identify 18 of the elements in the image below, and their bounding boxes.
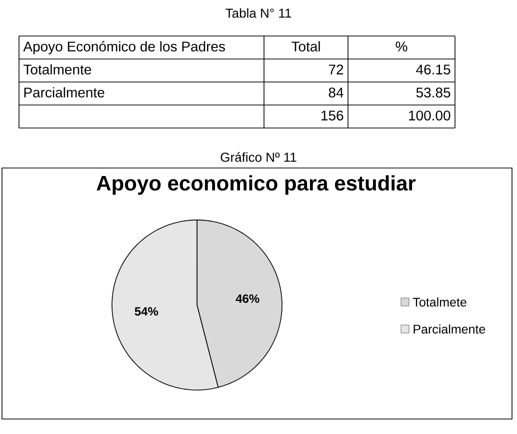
text: Totalmente [24, 64, 92, 74]
text: 72 [328, 64, 344, 74]
category-label: Total [292, 41, 320, 52]
text: 156 [322, 110, 344, 120]
text: 46.15 [416, 64, 450, 74]
data-label: 54% [134, 307, 158, 316]
text: 84 [328, 88, 344, 98]
legend-label: Parcialmente [414, 324, 486, 334]
text: 53.85 [416, 88, 450, 98]
text: Parcialmente [24, 87, 104, 98]
category-label: Apoyo Económico de los Padres [23, 41, 225, 54]
text: 100.00 [409, 110, 450, 120]
legend-label: Totalmete [412, 297, 466, 307]
chart-title: Apoyo economico para estudiar [96, 175, 416, 195]
text: Tabla N° 11 [226, 8, 292, 18]
data-label: 46% [236, 294, 260, 303]
category-label: % [396, 42, 408, 52]
text: Gráfico Nº 11 [220, 152, 296, 162]
